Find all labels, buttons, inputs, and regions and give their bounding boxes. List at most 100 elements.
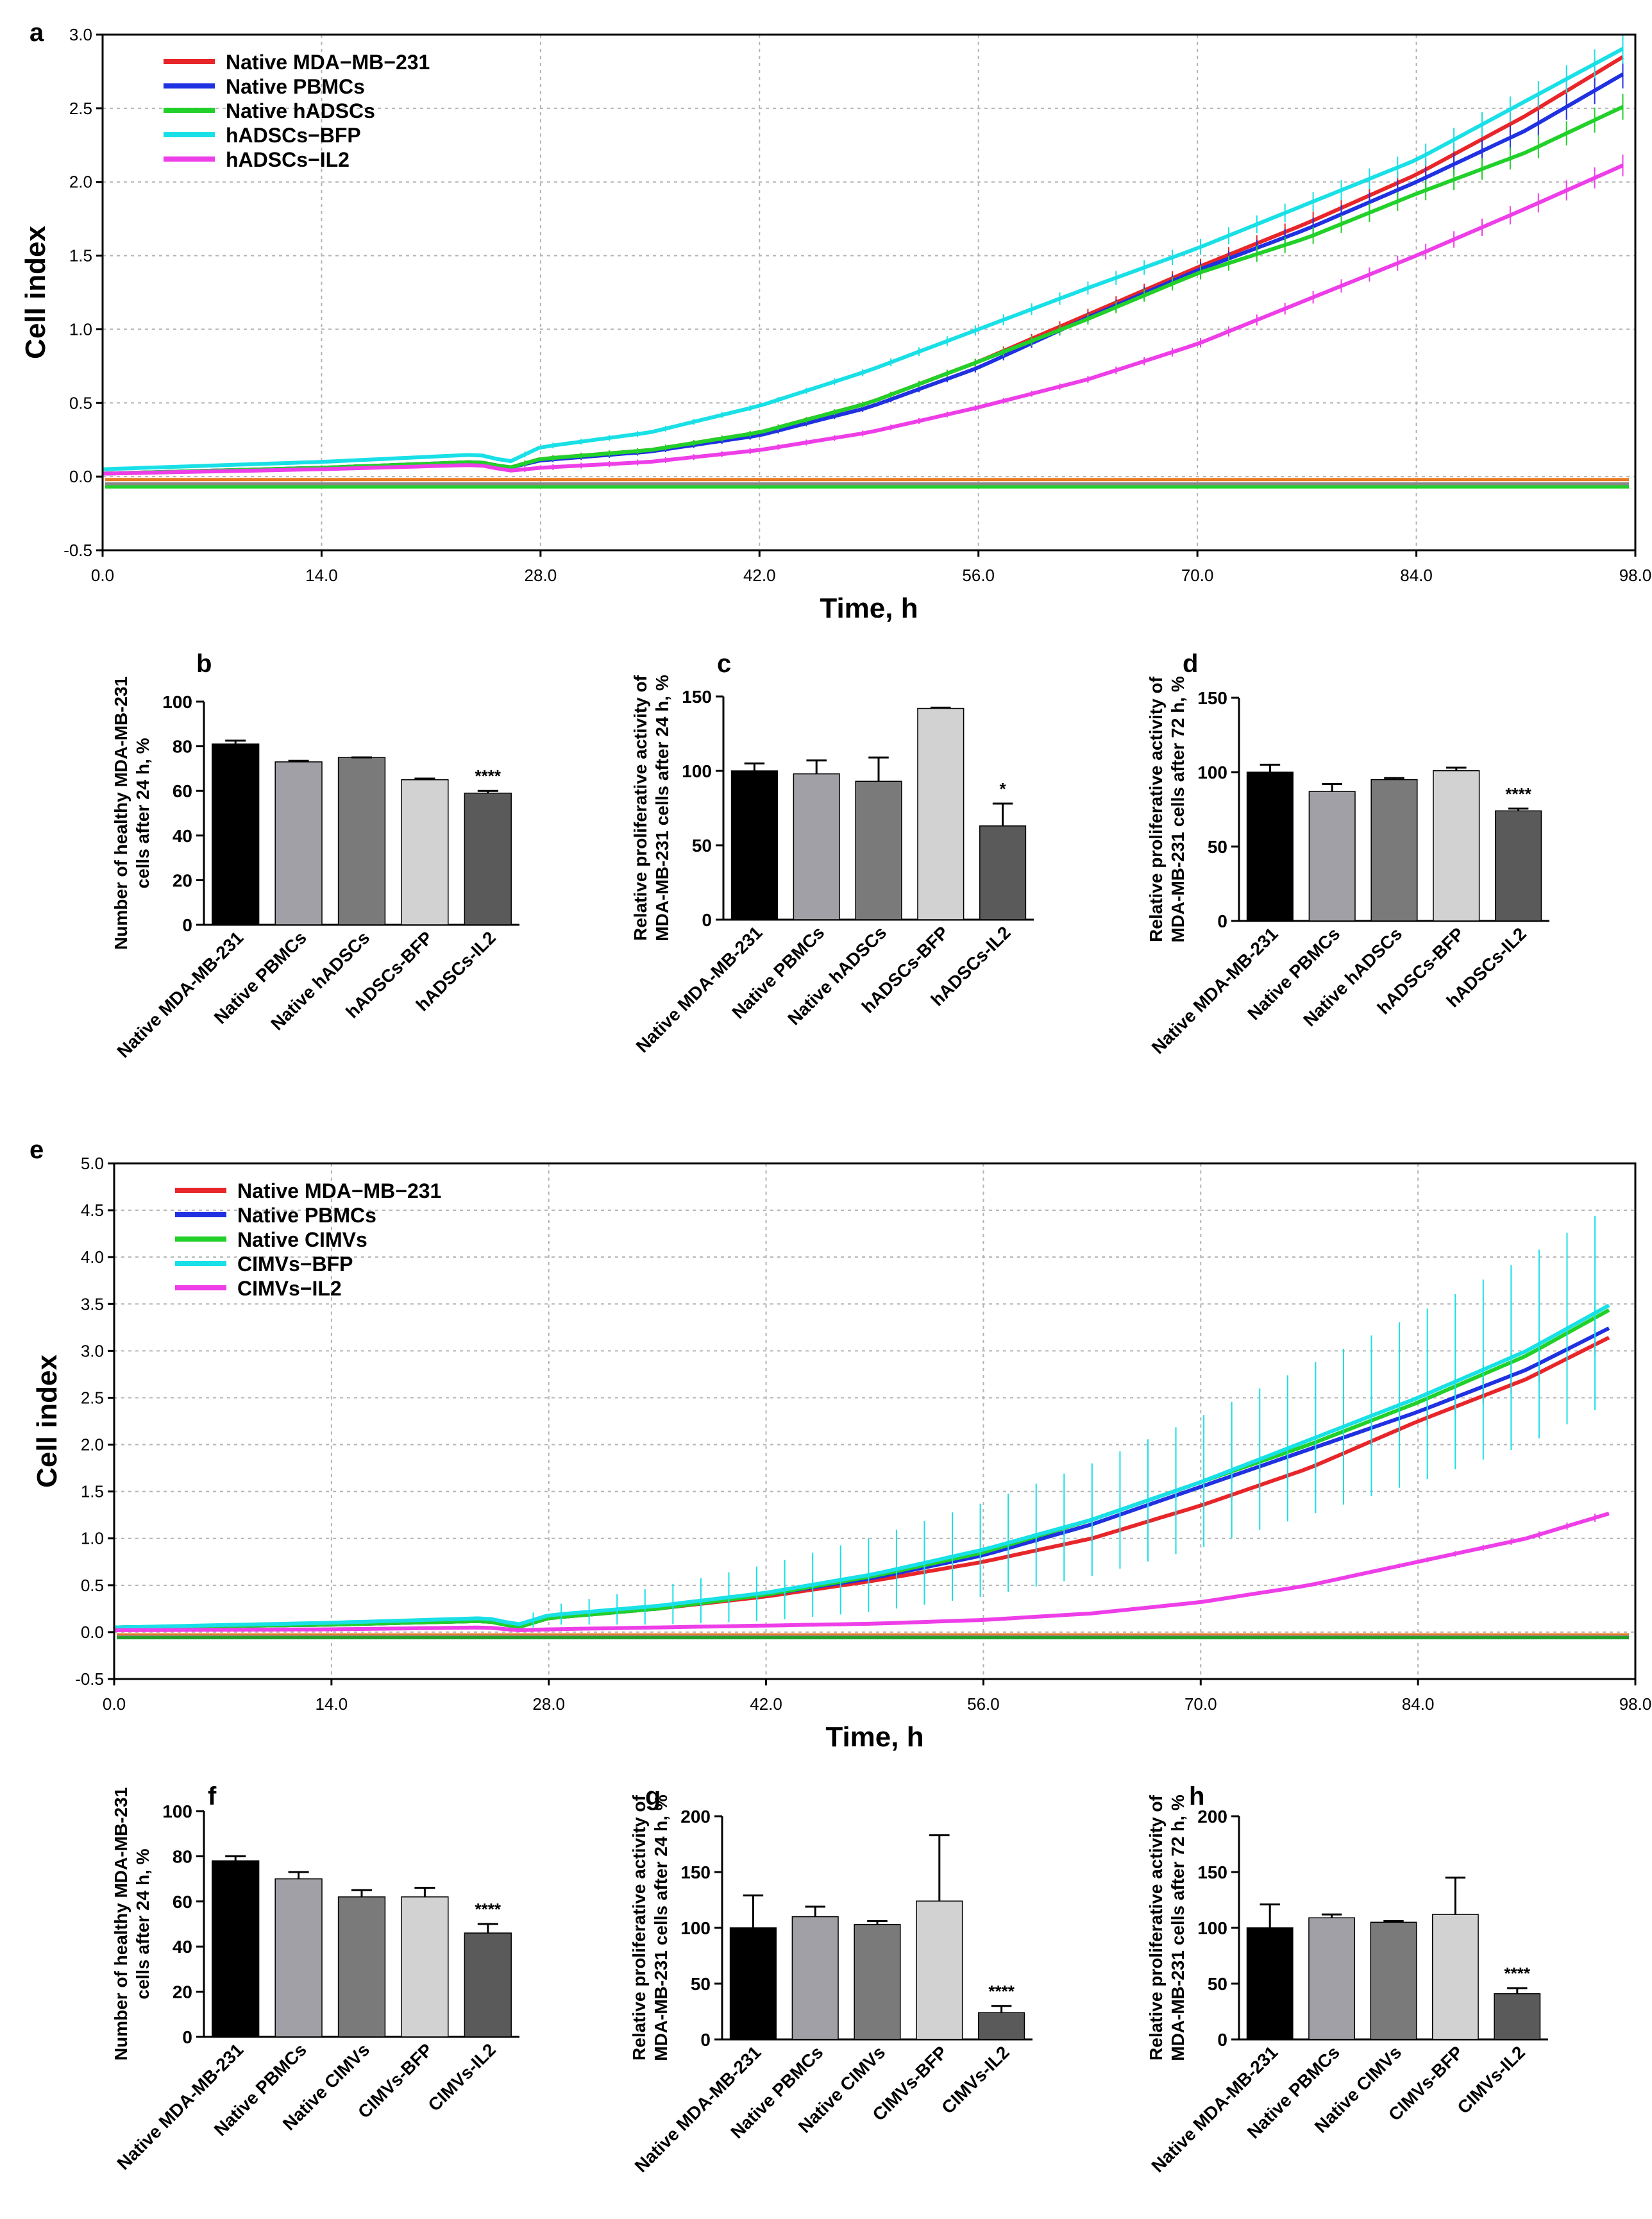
y-tick-label: 4.0 bbox=[81, 1247, 104, 1267]
x-tick-label: 14.0 bbox=[305, 566, 338, 585]
x-tick-label: 98.0 bbox=[1619, 1694, 1652, 1714]
bar bbox=[1246, 772, 1294, 922]
bar bbox=[1433, 770, 1480, 922]
bar bbox=[1494, 1993, 1541, 2040]
y-axis-title-line2: MDA-MB-231 cells after 24 h, % bbox=[652, 675, 672, 941]
category-label: Native MDA-MB-231 bbox=[113, 2039, 247, 2173]
bar bbox=[337, 1896, 386, 2038]
series-error-bars bbox=[524, 60, 1624, 468]
y-tick-label: 150 bbox=[680, 1862, 711, 1882]
y-tick-label: 0 bbox=[702, 910, 712, 930]
y-tick-label: -0.5 bbox=[63, 541, 92, 560]
y-tick-label: 80 bbox=[173, 1846, 192, 1866]
bar bbox=[730, 770, 778, 920]
bar bbox=[854, 1924, 901, 2040]
bar bbox=[1370, 1921, 1417, 2040]
y-tick-label: 2.5 bbox=[81, 1388, 104, 1407]
y-tick-label: 3.5 bbox=[81, 1294, 104, 1313]
series-error-bars bbox=[532, 1215, 1596, 1628]
significance-marker: **** bbox=[475, 1900, 501, 1919]
x-tick-label: 84.0 bbox=[1400, 566, 1433, 585]
y-tick-label: 1.0 bbox=[69, 319, 92, 339]
bar bbox=[979, 825, 1027, 920]
significance-marker: **** bbox=[1504, 1964, 1531, 1983]
y-tick-label: 2.0 bbox=[81, 1435, 104, 1455]
bar bbox=[855, 780, 902, 920]
y-tick-label: 100 bbox=[682, 761, 712, 781]
y-tick-label: 0 bbox=[1217, 2030, 1227, 2050]
y-tick-label: 40 bbox=[173, 1937, 192, 1957]
panel-letter: b bbox=[196, 650, 212, 678]
category-label: Native MDA-MB-231 bbox=[113, 927, 247, 1061]
y-axis-title-line1: Relative proliferative activity of bbox=[630, 675, 650, 941]
y-axis-title-line2: MDA-MB-231 cells after 24 h, % bbox=[651, 1794, 671, 2061]
x-tick-label: 28.0 bbox=[525, 566, 557, 585]
y-tick-label: 3.0 bbox=[81, 1341, 104, 1360]
panel-e: 0.0 14.0 28.0 42.0 56.0 70.0 84.0 98.0 -0.5 0.0 0.… bbox=[30, 1136, 1651, 1753]
y-tick-label: 1.5 bbox=[69, 246, 92, 266]
bar bbox=[337, 757, 386, 925]
series-error-bars bbox=[524, 33, 1624, 458]
bar bbox=[916, 1900, 963, 2040]
category-label: CIMVs-IL2 bbox=[424, 2039, 500, 2115]
x-axis-title: Time, h bbox=[820, 593, 918, 624]
y-tick-label: 50 bbox=[692, 836, 712, 856]
bar bbox=[729, 1927, 777, 2040]
x-tick-label: 14.0 bbox=[316, 1694, 348, 1714]
y-tick-label: 0.5 bbox=[69, 393, 92, 412]
legend-label: Native MDA−MB−231 bbox=[237, 1179, 441, 1202]
category-label: Native MDA-MB-231 bbox=[632, 922, 766, 1056]
y-tick-label: 150 bbox=[1197, 688, 1227, 708]
category-label: Native MDA-MB-231 bbox=[631, 2042, 765, 2176]
bar bbox=[1495, 810, 1542, 922]
legend-label: Native PBMCs bbox=[237, 1204, 376, 1227]
series-line bbox=[114, 1336, 1610, 1630]
y-axis-title-line1: Relative proliferative activity of bbox=[1146, 1794, 1166, 2061]
y-tick-label: 0 bbox=[182, 915, 192, 935]
y-tick-label: 100 bbox=[162, 1801, 192, 1821]
y-tick-label: 50 bbox=[1208, 837, 1227, 857]
bar bbox=[401, 1896, 449, 2038]
y-tick-label: 80 bbox=[173, 737, 192, 757]
series-line bbox=[102, 47, 1624, 471]
x-axis-title: Time, h bbox=[825, 1721, 923, 1753]
y-tick-label: 100 bbox=[1197, 1918, 1227, 1938]
bar bbox=[464, 1932, 512, 2038]
significance-marker: **** bbox=[475, 766, 501, 786]
x-tick-label: 56.0 bbox=[967, 1694, 1000, 1714]
y-tick-label: 150 bbox=[1197, 1862, 1227, 1882]
y-tick-label: 3.0 bbox=[69, 25, 92, 44]
series-line bbox=[114, 1308, 1610, 1630]
y-axis-title-line1: Number of healthy MDA-MB-231 bbox=[111, 677, 131, 950]
x-tick-label: 0.0 bbox=[91, 566, 114, 585]
legend-label: Native CIMVs bbox=[237, 1228, 367, 1251]
y-tick-label: 200 bbox=[1197, 1807, 1227, 1827]
y-tick-label: 60 bbox=[173, 781, 192, 801]
x-tick-label: 84.0 bbox=[1402, 1694, 1435, 1714]
bar bbox=[464, 792, 512, 925]
y-tick-label: -0.5 bbox=[75, 1669, 104, 1689]
y-tick-label: 20 bbox=[173, 870, 192, 890]
y-tick-label: 100 bbox=[1197, 763, 1227, 782]
series-error-bars bbox=[524, 94, 1624, 467]
bar bbox=[1308, 791, 1356, 922]
x-tick-label: 28.0 bbox=[532, 1694, 565, 1714]
bar bbox=[212, 743, 260, 925]
plot-frame bbox=[113, 1162, 1637, 1680]
legend-label: CIMVs−BFP bbox=[237, 1253, 353, 1276]
y-tick-label: 4.5 bbox=[81, 1201, 104, 1220]
bar bbox=[1308, 1917, 1356, 2040]
y-tick-label: 100 bbox=[680, 1918, 711, 1938]
bar bbox=[274, 1878, 323, 2038]
bar bbox=[1431, 1914, 1479, 2040]
x-tick-label: 70.0 bbox=[1181, 566, 1214, 585]
y-axis-title-line1: Number of healthy MDA-MB-231 bbox=[111, 1787, 131, 2061]
panel-letter: f bbox=[208, 1782, 217, 1810]
y-axis-title-line1: Relative proliferative activity of bbox=[629, 1794, 649, 2061]
